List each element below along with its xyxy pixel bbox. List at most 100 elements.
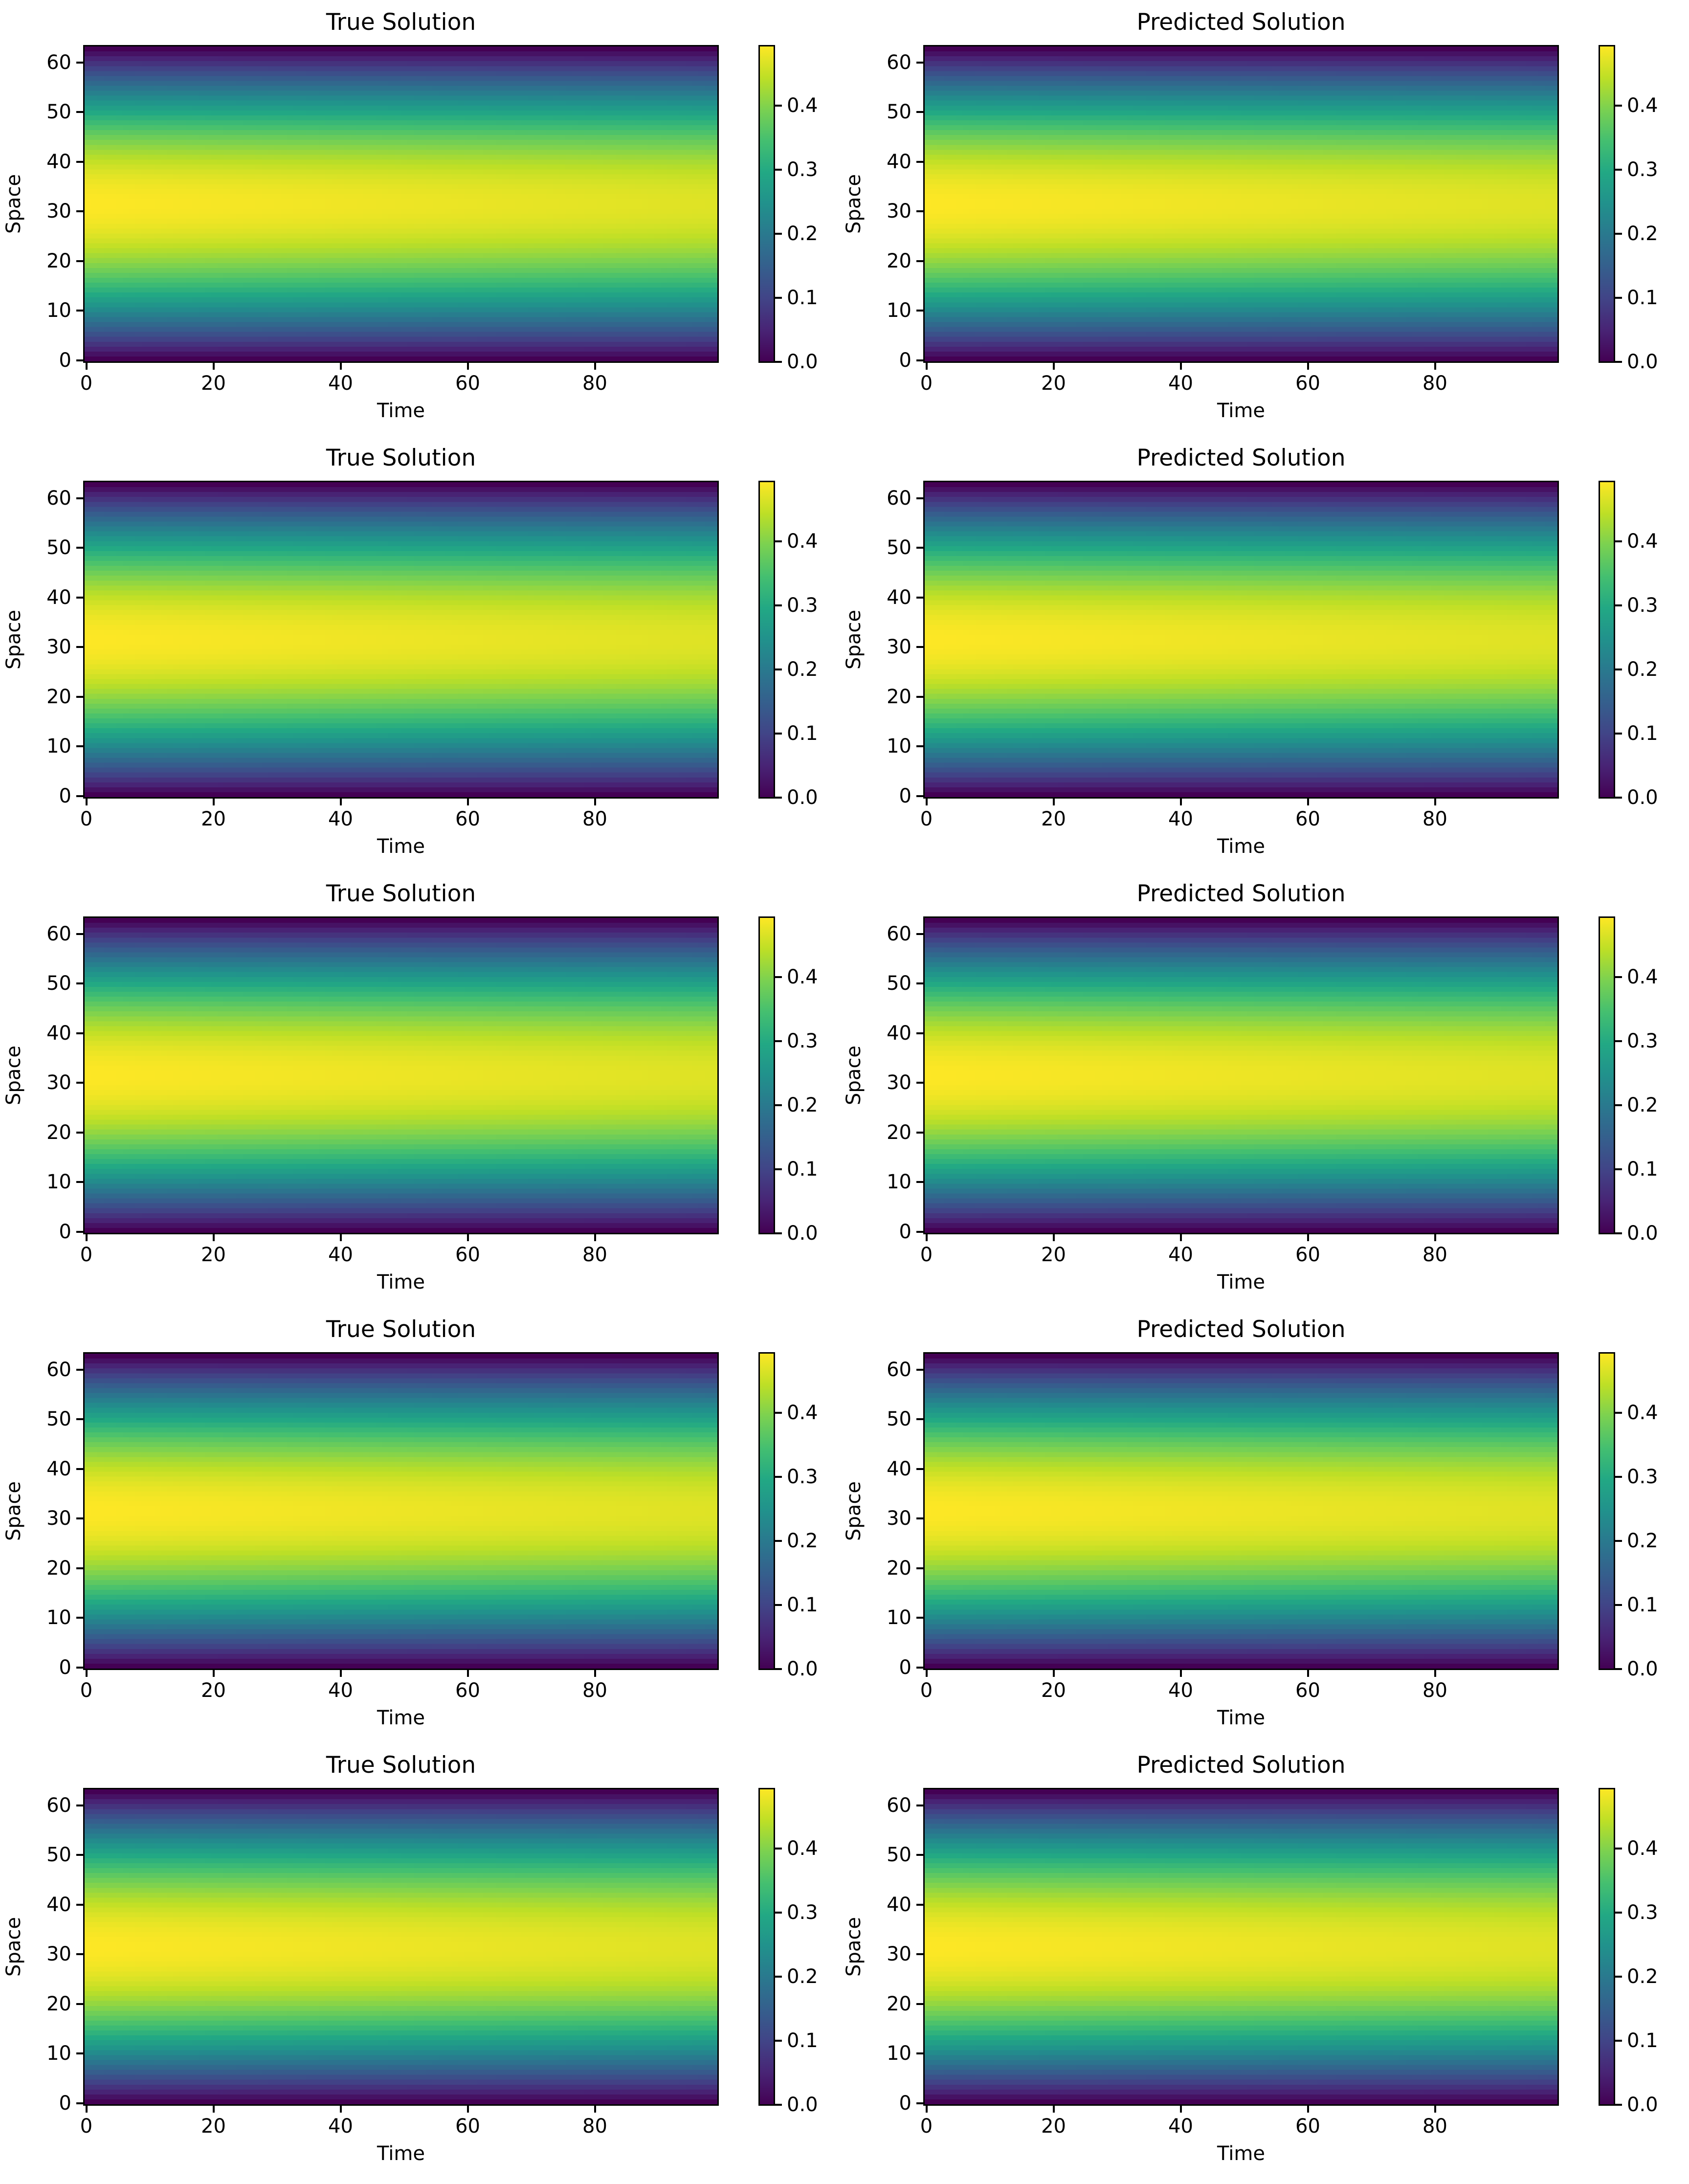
colorbar: [1599, 45, 1615, 363]
heatmap-image: [85, 1354, 717, 1669]
tick-mark: [76, 1032, 83, 1034]
tick-mark: [916, 745, 923, 748]
colorbar-tick-label: 0.0: [1627, 1658, 1658, 1680]
y-tick-label: 60: [46, 1358, 71, 1381]
tick-mark: [916, 1666, 923, 1669]
tick-mark: [76, 695, 83, 698]
x-tick-label: 40: [1168, 2115, 1193, 2138]
tick-mark: [76, 260, 83, 262]
tick-mark: [1179, 799, 1182, 805]
tick-mark: [76, 2003, 83, 2005]
tick-mark: [76, 596, 83, 599]
tick-mark: [925, 1670, 928, 1677]
tick-mark: [467, 1234, 469, 1241]
x-tick-label: 80: [1422, 1244, 1447, 1266]
tick-mark: [1434, 2106, 1436, 2113]
y-tick-label: 60: [46, 1794, 71, 1817]
tick-mark: [1615, 104, 1622, 107]
x-tick-label: 20: [201, 372, 226, 395]
tick-mark: [916, 695, 923, 698]
y-tick-label: 60: [46, 922, 71, 945]
tick-mark: [916, 1567, 923, 1569]
tick-mark: [1615, 732, 1622, 735]
tick-mark: [1307, 2106, 1309, 2113]
tick-mark: [775, 1911, 782, 1914]
y-tick-label: 50: [46, 101, 71, 124]
tick-mark: [925, 2106, 928, 2113]
x-tick-label: 80: [1422, 808, 1447, 830]
colorbar-tick-label: 0.1: [1627, 722, 1658, 745]
subplot-title: Predicted Solution: [1136, 1316, 1346, 1343]
colorbar-tick-label: 0.2: [1627, 1093, 1658, 1116]
x-tick-label: 40: [328, 1679, 353, 1702]
tick-mark: [775, 232, 782, 235]
tick-mark: [76, 1903, 83, 1906]
subplot-true-row-1: True Solution 0 10 20 30 40 50 60 0 20 40 60 80 Ti…: [0, 0, 844, 436]
tick-mark: [76, 1418, 83, 1421]
tick-mark: [916, 982, 923, 985]
x-tick-label: 80: [1422, 2115, 1447, 2138]
heatmap-image: [925, 482, 1557, 797]
tick-mark: [1615, 1232, 1622, 1234]
tick-mark: [916, 359, 923, 361]
tick-mark: [916, 2003, 923, 2005]
colorbar: [758, 1788, 775, 2106]
tick-mark: [76, 1230, 83, 1233]
y-tick-label: 10: [46, 1606, 71, 1629]
tick-mark: [775, 1040, 782, 1042]
y-tick-label: 30: [46, 1507, 71, 1530]
y-tick-label: 20: [46, 1121, 71, 1144]
x-axis-label: Time: [377, 835, 425, 858]
y-tick-label: 0: [899, 784, 911, 807]
y-tick-label: 40: [46, 150, 71, 173]
tick-mark: [339, 1670, 342, 1677]
tick-mark: [916, 1131, 923, 1134]
x-tick-label: 0: [920, 1244, 933, 1266]
heatmap-plot-area: [83, 1352, 719, 1670]
tick-mark: [916, 1181, 923, 1183]
colorbar-tick-label: 0.2: [1627, 1965, 1658, 1988]
x-tick-label: 20: [1041, 372, 1066, 395]
y-tick-label: 10: [887, 2042, 911, 2065]
colorbar-tick-label: 0.4: [787, 1401, 818, 1424]
x-tick-label: 40: [1168, 808, 1193, 830]
x-tick-label: 60: [1295, 1244, 1320, 1266]
tick-mark: [925, 363, 928, 370]
tick-mark: [916, 1468, 923, 1470]
tick-mark: [76, 359, 83, 361]
colorbar-tick-label: 0.0: [1627, 351, 1658, 373]
tick-mark: [212, 799, 215, 805]
colorbar-tick-label: 0.1: [787, 1158, 818, 1181]
colorbar-tick-label: 0.1: [787, 722, 818, 745]
y-tick-label: 20: [887, 1557, 911, 1580]
y-tick-label: 0: [59, 349, 71, 372]
tick-mark: [775, 540, 782, 542]
colorbar-tick-label: 0.1: [1627, 1593, 1658, 1616]
subplot-title: True Solution: [326, 1316, 476, 1343]
heatmap-plot-area: [923, 916, 1559, 1234]
tick-mark: [916, 1617, 923, 1619]
tick-mark: [916, 310, 923, 312]
subplot-title: True Solution: [326, 9, 476, 36]
colorbar-tick-label: 0.3: [1627, 594, 1658, 617]
tick-mark: [1052, 2106, 1055, 2113]
tick-mark: [916, 1082, 923, 1084]
y-tick-label: 60: [887, 487, 911, 510]
tick-mark: [775, 797, 782, 799]
tick-mark: [76, 1082, 83, 1084]
subplot-true-row-5: True Solution 0 10 20 30 40 50 60 0 20 40 60 80 Ti…: [0, 1743, 844, 2179]
subplot-title: Predicted Solution: [1136, 445, 1346, 471]
heatmap-plot-area: [923, 1788, 1559, 2106]
y-tick-label: 60: [887, 1794, 911, 1817]
tick-mark: [1307, 799, 1309, 805]
x-tick-label: 40: [328, 1244, 353, 1266]
tick-mark: [775, 361, 782, 363]
tick-mark: [1615, 1104, 1622, 1106]
subplot-title: Predicted Solution: [1136, 9, 1346, 36]
subplot-predicted-row-5: Predicted Solution 0 10 20 30 40 50 60 0 20 40 60…: [840, 1743, 1685, 2179]
tick-mark: [467, 1670, 469, 1677]
tick-mark: [916, 2102, 923, 2104]
tick-mark: [339, 1234, 342, 1241]
x-tick-label: 40: [328, 2115, 353, 2138]
tick-mark: [1615, 797, 1622, 799]
